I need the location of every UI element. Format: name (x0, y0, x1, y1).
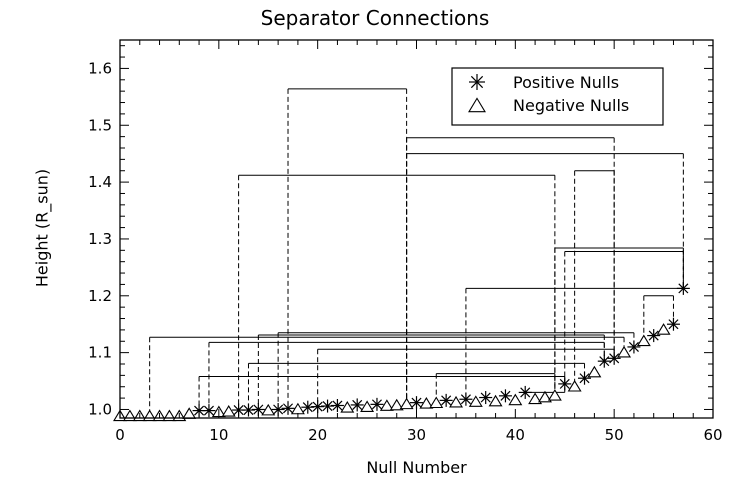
negative-null-point (488, 394, 503, 407)
x-tick-label: 50 (605, 426, 624, 444)
positive-null-point (479, 391, 493, 405)
positive-null-point (439, 393, 453, 407)
y-tick-label: 1.3 (88, 230, 112, 248)
x-tick-label: 30 (407, 426, 426, 444)
positive-null-point (330, 398, 344, 412)
legend-positive-label: Positive Nulls (513, 73, 619, 92)
negative-null-point (389, 398, 404, 411)
y-tick-label: 1.0 (88, 400, 112, 418)
negative-null-point (360, 400, 375, 413)
negative-null-point (399, 397, 414, 410)
negative-null-point (221, 404, 236, 417)
positive-null-point (498, 389, 512, 403)
negative-null-point (528, 392, 543, 405)
y-tick-label: 1.5 (88, 116, 112, 134)
positive-null-point (271, 402, 285, 416)
negative-null-point (567, 379, 582, 392)
negative-null-point (340, 401, 355, 413)
positive-null-point (578, 371, 592, 385)
legend-star-symbol (469, 74, 485, 90)
positive-null-point (241, 403, 255, 417)
y-tick-label: 1.1 (88, 344, 112, 362)
positive-null-point (202, 404, 216, 418)
x-tick-label: 0 (115, 426, 125, 444)
positive-null-point (597, 354, 611, 368)
positive-null-point (607, 351, 621, 365)
negative-null-point (449, 395, 464, 408)
negative-null-point (617, 345, 632, 358)
positive-null-point (350, 398, 364, 412)
legend-triangle-symbol (468, 97, 486, 113)
chart-title: Separator Connections (260, 6, 490, 30)
negative-null-point (182, 407, 197, 419)
positive-null-point (301, 400, 315, 414)
x-tick-label: 10 (209, 426, 228, 444)
positive-null-point (281, 401, 295, 415)
x-tick-label: 20 (308, 426, 327, 444)
negative-null-point (429, 396, 444, 409)
negative-null-point (508, 393, 523, 406)
y-tick-label: 1.4 (88, 173, 112, 191)
negative-null-point (379, 399, 394, 411)
x-axis-label: Null Number (366, 458, 467, 477)
negative-null-point (261, 403, 276, 416)
positive-null-point (676, 281, 690, 295)
negative-null-point (419, 397, 434, 409)
y-tick-label: 1.6 (88, 59, 112, 77)
positive-null-point (627, 340, 641, 354)
negative-null-point (547, 389, 562, 401)
negative-null-point (587, 365, 602, 378)
legend-negative-label: Negative Nulls (513, 96, 629, 115)
negative-null-point (468, 395, 483, 407)
positive-null-point (370, 397, 384, 411)
positive-null-point (647, 329, 661, 343)
positive-null-point (459, 392, 473, 406)
x-tick-label: 60 (703, 426, 722, 444)
legend-negative-marker (468, 97, 486, 113)
y-tick-label: 1.2 (88, 287, 112, 305)
connections-layer (149, 88, 684, 417)
negative-null-point (538, 390, 552, 403)
markers-layer (113, 281, 690, 422)
legend-positive-marker (469, 74, 485, 90)
negative-null-point (636, 334, 651, 347)
positive-null-point (410, 396, 423, 410)
positive-null-point (558, 377, 572, 391)
positive-null-point (518, 385, 532, 399)
x-tick-label: 40 (506, 426, 525, 444)
positive-null-point (666, 317, 680, 331)
legend: Positive Nulls Negative Nulls (451, 67, 664, 126)
axis-ticks: 0 10 20 30 40 50 60 1.0 1.1 1.2 1.3 1.4 1.5 1.6 (88, 40, 723, 444)
legend-box (451, 67, 664, 126)
negative-null-point (656, 323, 671, 335)
